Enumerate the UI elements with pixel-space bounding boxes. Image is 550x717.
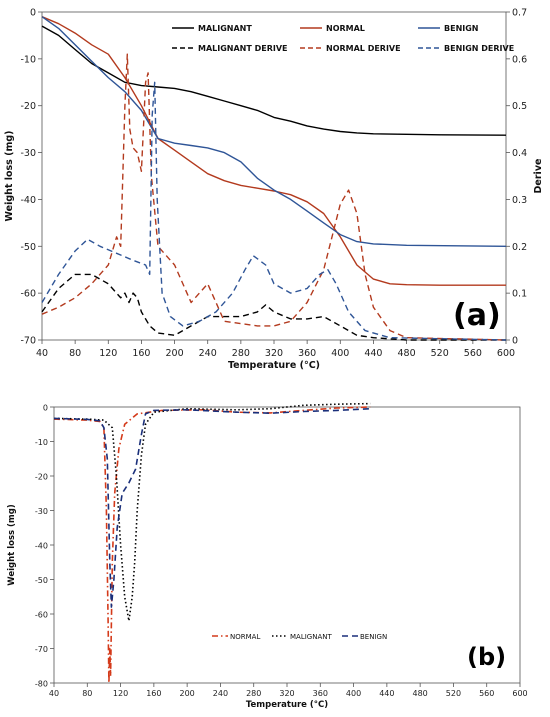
y2-tick-label: 0.5 (512, 101, 527, 112)
x-tick-label: 120 (99, 348, 117, 359)
y-tick-label: -60 (20, 289, 36, 300)
y2-tick-label: 0.4 (512, 148, 527, 159)
y-tick-label: -10 (35, 438, 48, 447)
x-tick-label: 480 (398, 348, 416, 359)
x-tick-label: 400 (346, 689, 361, 698)
legend-label: NORMAL (326, 24, 365, 33)
x-tick-label: 560 (479, 689, 494, 698)
x-tick-label: 480 (413, 689, 428, 698)
y-tick-label: -70 (35, 645, 48, 654)
y-tick-label: -60 (35, 611, 48, 620)
series-line-benign (41, 16, 507, 247)
legend-label: MALIGNANT (290, 633, 332, 641)
series-line-malignant (41, 25, 507, 136)
x-tick-label: 280 (232, 348, 250, 359)
x-tick-label: 320 (279, 689, 294, 698)
y-tick-label: -30 (35, 507, 48, 516)
series-line-malignant (53, 402, 371, 622)
x-tick-label: 160 (132, 348, 150, 359)
chart-a: 40 80 120 160 200 240 280 320 360 400 440 480 520 560… (4, 8, 544, 371)
series-line-benign-derive (41, 81, 507, 341)
y-tick-label: -50 (35, 576, 48, 585)
series-line-normal (41, 16, 506, 286)
x-tick-label: 360 (298, 348, 316, 359)
x-tick-label: 560 (464, 348, 482, 359)
legend-label: NORMAL (230, 633, 260, 641)
x-tick-label: 360 (313, 689, 328, 698)
x-axis-label: Temperature (°C) (246, 700, 328, 710)
chart-b: 40 80 120 160 200 240 280 320 360 400 440 480 520 560… (7, 402, 528, 710)
legend-label: MALIGNANT (198, 24, 252, 33)
y-tick-label: -70 (20, 336, 36, 347)
x-tick-label: 400 (331, 348, 349, 359)
x-tick-label: 40 (49, 689, 59, 698)
y-tick-label: -20 (20, 101, 36, 112)
series-line-normal-derive (41, 53, 507, 341)
plot-frame (41, 11, 507, 341)
x-tick-label: 320 (265, 348, 283, 359)
x-tick-label: 600 (497, 348, 515, 359)
y2-tick-label: 0 (512, 336, 518, 347)
y-axis-label: Weight loss (mg) (7, 504, 17, 586)
x-tick-label: 440 (364, 348, 382, 359)
x-tick-label: 200 (180, 689, 195, 698)
panel-label: (a) (453, 298, 501, 333)
y-tick-label: -30 (20, 148, 36, 159)
x-tick-label: 280 (246, 689, 261, 698)
x-tick-label: 120 (113, 689, 128, 698)
x-tick-label: 80 (69, 348, 81, 359)
y2-tick-label: 0.7 (512, 8, 527, 19)
y-tick-label: -10 (20, 54, 36, 65)
x-tick-label: 40 (36, 348, 48, 359)
x-tick-label: 240 (199, 348, 217, 359)
x-tick-label: 160 (146, 689, 161, 698)
y-tick-label: -40 (20, 195, 36, 206)
legend-label: MALIGNANT DERIVE (198, 44, 288, 53)
y2-tick-label: 0.6 (512, 54, 527, 65)
plot-frame (53, 406, 521, 684)
x-tick-label: 600 (512, 689, 527, 698)
y-tick-label: -50 (20, 242, 36, 253)
legend-label: NORMAL DERIVE (326, 44, 401, 53)
x-tick-label: 80 (82, 689, 92, 698)
series-line-malignant-derive (41, 273, 506, 341)
y-tick-label: 0 (30, 8, 36, 19)
y-axis-label: Weight loss (mg) (4, 130, 15, 221)
x-tick-label: 240 (213, 689, 228, 698)
legend-label: BENIGN (360, 633, 387, 641)
x-axis-label: Temperature (°C) (228, 360, 320, 370)
panel-label: (b) (467, 643, 506, 671)
y2-tick-label: 0.2 (512, 242, 527, 253)
legend-label: BENIGN (444, 24, 479, 33)
y2-axis-label: Derive (533, 159, 544, 194)
x-tick-label: 520 (431, 348, 449, 359)
legend-label: BENIGN DERIVE (444, 44, 514, 53)
y-tick-label: 0 (43, 404, 48, 413)
y2-tick-label: 0.3 (512, 195, 527, 206)
x-tick-label: 440 (379, 689, 394, 698)
y2-tick-label: 0.1 (512, 289, 527, 300)
x-tick-label: 200 (166, 348, 184, 359)
y-tick-label: -20 (35, 473, 48, 482)
series-line-benign (53, 407, 371, 608)
x-tick-label: 520 (446, 689, 461, 698)
y-tick-label: -80 (35, 680, 48, 689)
series-line-normal (53, 406, 371, 684)
y-tick-label: -40 (35, 542, 48, 551)
